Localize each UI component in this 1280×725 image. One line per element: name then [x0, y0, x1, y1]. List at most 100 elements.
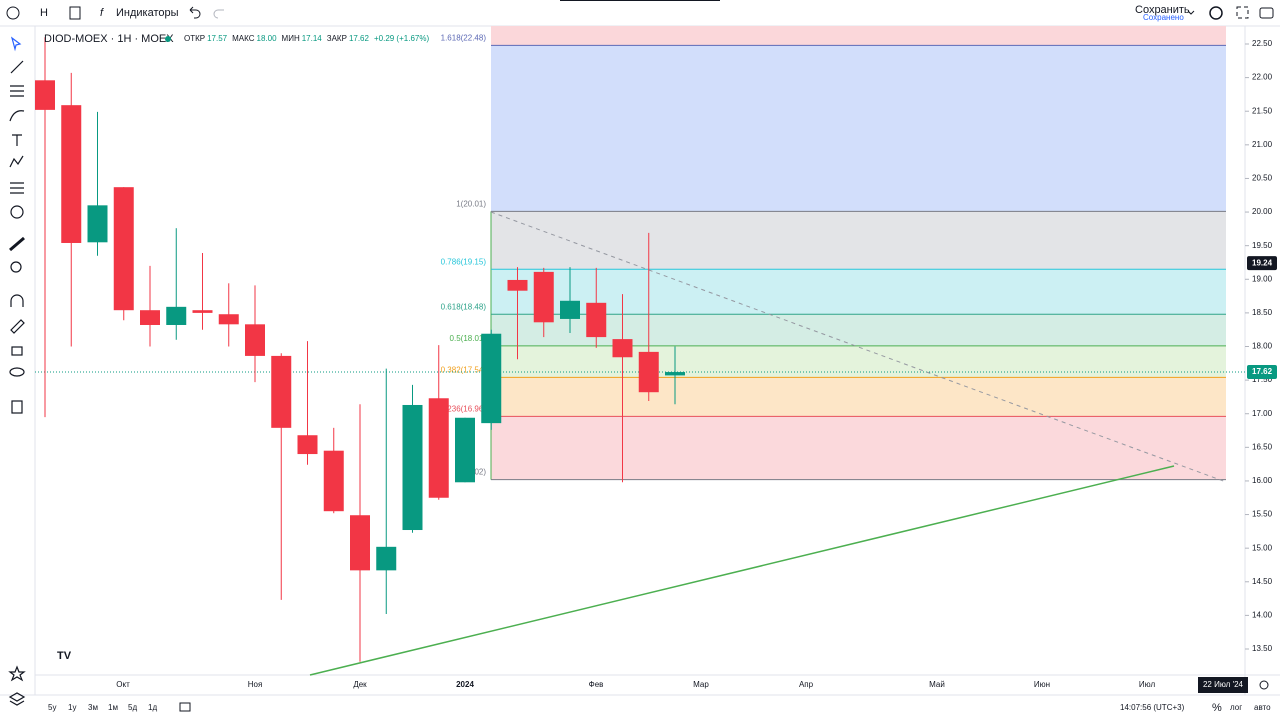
fib-tool[interactable]	[10, 85, 24, 97]
y-tick-label: 22.50	[1252, 39, 1273, 48]
candle-body	[166, 306, 187, 325]
fib-level-label: 0.236(16.96)	[441, 405, 487, 414]
fib-zone	[491, 377, 1226, 417]
fib-zone	[491, 45, 1226, 212]
ohlc-high: 18.00	[257, 34, 278, 43]
candle-body	[665, 372, 685, 376]
symbol-name: DIOD-MOEX · 1H · MOEX	[44, 33, 174, 45]
undo-icon[interactable]	[189, 6, 201, 19]
trend-line-tool[interactable]	[10, 60, 24, 74]
ohlc-close-label: ЗАКР	[327, 34, 347, 43]
fib-level-label: 0.618(18.48)	[441, 302, 487, 311]
candle-body	[192, 310, 213, 313]
dropdown-icon[interactable]	[1187, 10, 1195, 15]
drawing-tools	[8, 36, 26, 706]
candle-body	[402, 404, 423, 531]
brush-tool[interactable]	[9, 110, 25, 122]
x-tick-label: Май	[929, 680, 945, 689]
clock: 14:07:56 (UTC+3)	[1120, 703, 1185, 712]
icons-tool[interactable]	[10, 205, 24, 219]
indicator-icon[interactable]: f	[100, 7, 104, 19]
fib-level-label: 0.786(19.15)	[441, 257, 487, 266]
fib-level-label: 0.5(18.01)	[450, 334, 487, 343]
indicators-button[interactable]: Индикаторы	[116, 7, 179, 19]
favorites-tool[interactable]	[8, 665, 26, 682]
add-symbol-icon[interactable]	[6, 6, 20, 20]
range-button[interactable]: 5д	[128, 703, 137, 712]
x-tick-label: Ноя	[248, 680, 263, 689]
log-toggle[interactable]: лог	[1230, 703, 1242, 712]
range-button[interactable]: 1y	[68, 703, 76, 712]
ohlc-close: 17.62	[349, 34, 370, 43]
chart-type-icon[interactable]	[69, 6, 81, 20]
fullscreen-icon[interactable]	[1236, 6, 1249, 19]
footer: 5y 1y 3м 1м 5д 1д 14:07:56 (UTC+3)% лог авто	[48, 702, 1271, 714]
top-toolbar	[0, 0, 1280, 26]
candle-body	[533, 271, 554, 323]
ohlc-high-label: МАКС	[232, 34, 255, 43]
percent-toggle[interactable]: %	[1212, 702, 1222, 714]
forecast-tool[interactable]	[10, 182, 24, 194]
redo-icon[interactable]	[213, 9, 224, 19]
x-tick-label: Мар	[693, 680, 709, 689]
visibility-tool[interactable]	[9, 367, 25, 377]
date-range-icon[interactable]	[179, 702, 191, 712]
cursor-tool[interactable]	[10, 36, 22, 52]
layers-tool[interactable]	[8, 692, 26, 706]
save-button[interactable]: Сохранить	[1135, 4, 1190, 16]
y-tick-label: 14.50	[1252, 577, 1273, 586]
candle-body	[428, 398, 449, 498]
y-tick-label: 20.50	[1252, 174, 1273, 183]
auto-toggle[interactable]: авто	[1254, 703, 1271, 712]
y-tick-label: 21.00	[1252, 140, 1273, 149]
y-tick-label: 22.00	[1252, 73, 1273, 82]
y-tick-label: 19.50	[1252, 241, 1273, 250]
pattern-tool[interactable]	[9, 155, 24, 168]
candle-body	[218, 314, 239, 325]
candle-body	[271, 355, 292, 428]
y-tick-label: 19.00	[1252, 274, 1273, 283]
x-tick-label: Окт	[116, 680, 130, 689]
price-marker	[1247, 256, 1277, 271]
y-tick-label: 17.50	[1252, 375, 1273, 384]
market-status	[165, 36, 171, 42]
x-tick-label: Фев	[589, 680, 604, 689]
tv-logo: TV	[57, 650, 72, 662]
candle-body	[350, 515, 370, 571]
delete-tool[interactable]	[11, 400, 23, 414]
candle-body	[323, 450, 344, 512]
magnet-tool[interactable]	[10, 294, 24, 307]
lock-tool[interactable]	[11, 346, 23, 356]
settings-icon[interactable]	[1209, 6, 1223, 20]
range-button[interactable]: 5y	[48, 703, 56, 712]
candle-body	[297, 435, 318, 455]
axis-settings-icon[interactable]	[1259, 680, 1269, 690]
interval-button[interactable]: Н	[40, 7, 48, 19]
fib-zone	[491, 211, 1226, 270]
lock-draw-tool[interactable]	[10, 319, 25, 334]
range-button[interactable]: 1м	[108, 703, 118, 712]
snapshot-icon[interactable]	[1259, 7, 1274, 19]
candle-body	[113, 187, 134, 311]
fib-level-label: 1.618(22.48)	[441, 33, 487, 42]
y-tick-label: 18.50	[1252, 308, 1273, 317]
candle-body	[245, 324, 265, 356]
candle-body	[481, 333, 502, 424]
zoom-tool[interactable]	[10, 261, 22, 273]
x-tick-label: Июл	[1139, 680, 1156, 689]
candle-body	[638, 351, 659, 393]
text-tool[interactable]	[12, 134, 22, 146]
range-button[interactable]: 1д	[148, 703, 157, 712]
ohlc-change: +0.29 (+1.67%)	[374, 34, 429, 43]
y-tick-label: 20.00	[1252, 207, 1273, 216]
x-tick-label: Апр	[799, 680, 814, 689]
fib-top-zone	[491, 26, 1226, 46]
ruler-tool[interactable]	[9, 236, 25, 252]
range-button[interactable]: 3м	[88, 703, 98, 712]
x-tick-label: Июн	[1034, 680, 1050, 689]
ohlc-legend: ОТКР 17.57 МАКС 18.00 МИН 17.14 ЗАКР 17.62 +0.29…	[184, 34, 429, 43]
save-status: Сохранено	[1143, 13, 1184, 22]
ohlc-low: 17.14	[302, 34, 323, 43]
candle-body	[61, 105, 82, 243]
